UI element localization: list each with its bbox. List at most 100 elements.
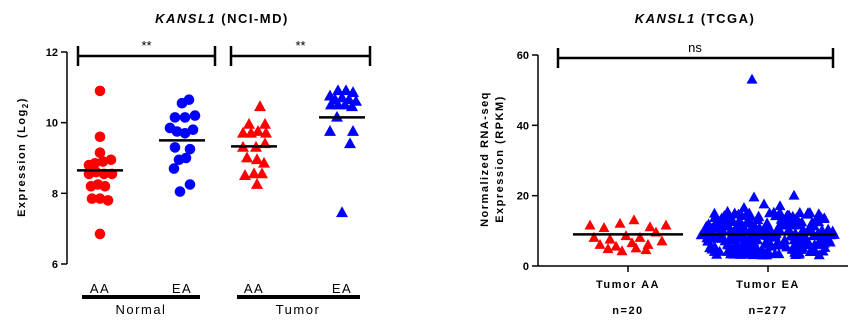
sample-count-label: n=277 — [749, 305, 788, 317]
data-point — [97, 156, 109, 167]
data-point — [758, 198, 770, 209]
significance-label: ** — [295, 38, 305, 53]
left-annotations: AA EA AA EA Normal Tumor ** ** — [76, 38, 372, 317]
data-point — [339, 98, 351, 110]
title-gene: KANSL1 — [155, 11, 216, 26]
data-point — [748, 191, 760, 202]
data-point — [258, 156, 270, 168]
data-point — [251, 178, 263, 189]
data-point — [189, 110, 201, 121]
y-axis-label-line1: Normalized RNA-seq — [479, 91, 491, 227]
data-point — [749, 221, 761, 232]
data-point — [184, 143, 196, 155]
x-category-label: Tumor EA — [736, 279, 800, 291]
data-point — [179, 127, 191, 139]
data-point — [769, 248, 781, 259]
data-point — [340, 84, 352, 96]
data-point — [174, 186, 186, 197]
data-point — [764, 207, 776, 218]
data-point — [94, 147, 106, 158]
data-point — [187, 124, 199, 136]
ylabel-main: Expression (Log — [16, 108, 28, 217]
data-point — [722, 205, 734, 216]
data-point — [800, 232, 812, 243]
x-category-label: Tumor AA — [596, 279, 660, 291]
data-point — [241, 151, 253, 163]
y-tick-label: 10 — [46, 118, 58, 130]
data-point — [752, 211, 764, 222]
right-marks — [573, 73, 840, 260]
y-tick-label: 6 — [52, 259, 58, 271]
data-point — [256, 167, 268, 179]
data-point — [730, 233, 742, 244]
x-category-label: EA — [332, 281, 352, 296]
sample-count-label: n=20 — [612, 305, 643, 317]
data-point — [614, 217, 626, 228]
data-point — [243, 117, 255, 129]
data-point — [716, 232, 728, 243]
data-point — [237, 126, 249, 138]
significance-label: ** — [141, 38, 151, 53]
data-point — [184, 179, 196, 190]
title-suffix: (TCGA) — [696, 11, 756, 26]
data-point — [786, 218, 798, 229]
data-point — [711, 248, 723, 259]
data-point — [815, 235, 827, 246]
data-point — [644, 221, 656, 232]
group-label: Tumor — [276, 302, 321, 317]
data-point — [733, 208, 745, 219]
data-point — [626, 237, 638, 248]
data-point — [788, 234, 800, 245]
data-point — [761, 237, 773, 248]
data-point — [634, 231, 646, 242]
ylabel-sub: 2 — [21, 102, 30, 108]
data-point — [804, 206, 816, 217]
data-point — [179, 112, 191, 123]
y-tick-label: 60 — [517, 50, 529, 62]
data-point — [347, 125, 359, 136]
data-point — [171, 126, 183, 137]
data-point — [709, 232, 721, 243]
data-point — [604, 233, 616, 244]
data-point — [89, 158, 101, 169]
data-point — [94, 193, 106, 204]
x-category-label: EA — [172, 281, 192, 296]
data-point — [813, 249, 825, 260]
data-point — [774, 200, 786, 211]
data-point — [803, 224, 815, 235]
data-point — [102, 195, 114, 206]
data-point — [806, 216, 818, 227]
significance-label: ns — [688, 40, 702, 55]
data-point — [169, 142, 181, 153]
data-point — [598, 222, 610, 232]
data-point — [630, 242, 642, 253]
data-point — [788, 189, 800, 200]
data-point — [251, 153, 263, 165]
data-point — [344, 137, 356, 149]
data-point — [728, 248, 740, 259]
y-axis-label: Expression (Log2) — [16, 97, 30, 217]
data-point — [808, 244, 820, 255]
data-point — [610, 240, 622, 251]
data-point — [713, 222, 725, 233]
data-point — [324, 125, 336, 136]
data-point — [708, 207, 720, 218]
y-tick-label: 0 — [523, 261, 529, 273]
data-point — [790, 212, 802, 223]
chart-title: KANSL1 (NCI-MD) — [155, 11, 289, 26]
data-point — [793, 247, 805, 258]
data-point — [812, 210, 824, 221]
title-suffix: (NCI-MD) — [216, 11, 289, 26]
chart-tcga: KANSL1 (TCGA) Normalized RNA-seq Express… — [479, 11, 848, 317]
data-point — [86, 193, 98, 204]
data-point — [99, 180, 111, 192]
x-category-label: AA — [90, 281, 110, 296]
data-point — [594, 238, 606, 249]
data-point — [588, 231, 600, 242]
data-point — [239, 169, 251, 180]
chart-nci-md: KANSL1 (NCI-MD) Expression (Log2) 6 8 10 12… — [16, 11, 372, 317]
ylabel-end: ) — [16, 97, 28, 102]
data-point — [248, 167, 260, 179]
data-point — [727, 216, 739, 226]
